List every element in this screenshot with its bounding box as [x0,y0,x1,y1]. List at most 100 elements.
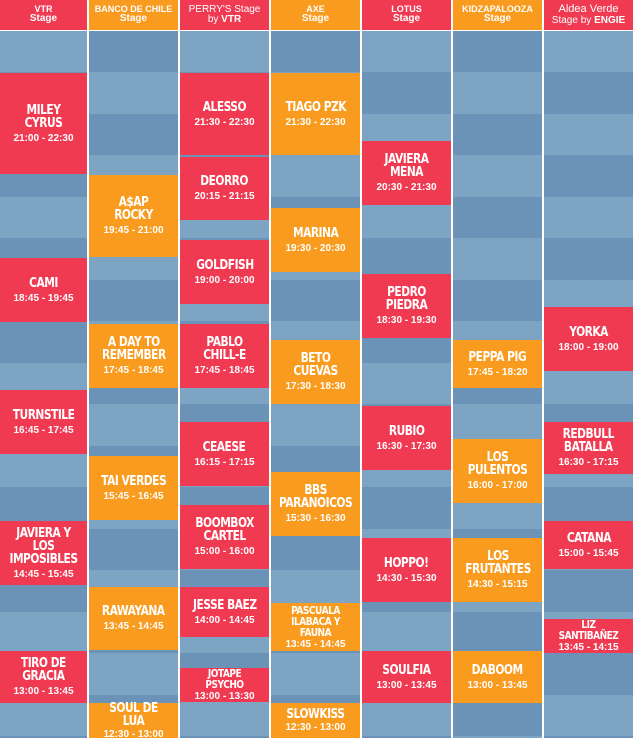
stage-header-perrys: PERRY'S Stage by VTR [180,0,269,30]
act-name: GOLDFISH [195,257,254,273]
act-name: LIZ SANTIBAÑEZ [558,618,619,642]
act-card[interactable]: DEORRO 20:15 - 21:15 [180,157,269,220]
stage-header-aldea-verde: Aldea Verde Stage by ENGIE [544,0,633,30]
act-card[interactable]: REDBULL BATALLA 16:30 - 17:15 [544,422,633,474]
act-card[interactable]: BOOMBOX CARTEL 15:00 - 16:00 [180,505,269,569]
act-time: 14:30 - 15:15 [467,579,528,590]
act-name: PEDRO PIEDRA [385,285,428,313]
act-name: DABOOM [471,662,524,678]
stage-name: LOTUS [391,4,422,15]
stage-suffix: Stage [29,13,58,25]
act-card[interactable]: PABLO CHILL-E 17:45 - 18:45 [180,324,269,388]
act-time: 18:45 - 19:45 [13,292,74,304]
act-time: 14:30 - 15:30 [376,572,437,584]
act-card[interactable]: ALESSO 21:30 - 22:30 [180,73,269,155]
act-time: 21:30 - 22:30 [194,116,255,128]
stage-header-axe: AXE Stage [271,0,360,30]
act-card[interactable]: MILEY CYRUS 21:00 - 22:30 [0,73,87,174]
act-time: 13:45 - 14:45 [285,638,346,650]
act-name: A$AP ROCKY [114,195,153,223]
act-name: HOPPO! [384,555,429,571]
act-name: LOS PULENTOS [467,450,528,478]
stage-header-vtr: VTR Stage [0,0,87,30]
stage-header-kidzapalooza: KIDZAPALOOZA Stage [453,0,542,30]
act-card[interactable]: JAVIERA Y LOS IMPOSIBLES 14:45 - 15:45 [0,521,87,585]
act-time: 16:30 - 17:15 [558,457,619,468]
act-time: 18:30 - 19:30 [376,315,437,326]
act-card[interactable]: TIAGO PZK 21:30 - 22:30 [271,73,360,155]
stage-suffix: Stage [483,13,512,25]
act-card[interactable]: BETO CUEVAS 17:30 - 18:30 [271,340,360,404]
act-card[interactable]: PEDRO PIEDRA 18:30 - 19:30 [362,274,451,338]
act-time: 19:00 - 20:00 [194,274,255,286]
act-time: 16:00 - 17:00 [467,480,528,491]
act-card[interactable]: YORKA 18:00 - 19:00 [544,307,633,371]
act-name: JOTAPE PSYCHO [205,667,244,691]
act-time: 12:30 - 13:00 [285,722,346,733]
stage-header-banco-de-chile: BANCO DE CHILE Stage [89,0,178,30]
act-time: 15:45 - 16:45 [103,490,164,502]
act-name: MARINA [292,225,339,241]
act-card[interactable]: RAWAYANA 13:45 - 14:45 [89,587,178,650]
act-time: 17:45 - 18:45 [103,365,164,376]
stage-suffix: Stage [392,13,421,25]
act-card[interactable]: JESSE BAEZ 14:00 - 14:45 [180,587,269,637]
act-card[interactable]: HOPPO! 14:30 - 15:30 [362,538,451,602]
act-name: A DAY TO REMEMBER [101,335,166,363]
act-name: CAMI [29,275,58,291]
act-time: 17:45 - 18:45 [194,365,255,376]
act-card[interactable]: CEAESE 16:15 - 17:15 [180,422,269,486]
stage-name: KIDZAPALOOZA [462,4,533,15]
act-card[interactable]: CAMI 18:45 - 19:45 [0,258,87,322]
stage-header-lotus: LOTUS Stage [362,0,451,30]
act-name: YORKA [569,324,608,340]
stage-suffix: Stage [119,13,148,25]
stage-name: Aldea Verde [558,2,619,15]
act-card[interactable]: LIZ SANTIBAÑEZ 13:45 - 14:15 [544,619,633,653]
act-time: 12:30 - 13:00 [103,728,164,740]
act-card[interactable]: A DAY TO REMEMBER 17:45 - 18:45 [89,324,178,388]
act-card[interactable]: SOUL DE LUA 12:30 - 13:00 [89,702,178,740]
act-card[interactable]: LOS PULENTOS 16:00 - 17:00 [453,439,542,503]
act-time: 15:00 - 16:00 [194,546,255,557]
act-card[interactable]: LOS FRUTANTES 14:30 - 15:15 [453,538,542,602]
act-card[interactable]: SLOWKISS 12:30 - 13:00 [271,703,360,738]
act-name: ALESSO [202,99,247,115]
act-card[interactable]: JOTAPE PSYCHO 13:00 - 13:30 [180,668,269,702]
act-name: JAVIERA MENA [384,152,429,180]
act-card[interactable]: PASCUALA ILABACA Y FAUNA 13:45 - 14:45 [271,603,360,651]
act-card[interactable]: DABOOM 13:00 - 13:45 [453,651,542,703]
act-time: 16:45 - 17:45 [13,424,74,436]
act-card[interactable]: GOLDFISH 19:00 - 20:00 [180,240,269,304]
act-card[interactable]: BBS PARANOICOS 15:30 - 16:30 [271,472,360,536]
act-time: 20:30 - 21:30 [376,182,437,193]
act-name: PASCUALA ILABACA Y FAUNA [291,603,340,639]
act-time: 17:30 - 18:30 [285,381,346,392]
act-name: TIRO DE GRACIA [21,656,66,684]
act-time: 13:45 - 14:15 [558,642,619,653]
act-time: 15:00 - 15:45 [558,547,619,559]
act-card[interactable]: JAVIERA MENA 20:30 - 21:30 [362,141,451,205]
act-time: 14:00 - 14:45 [194,614,255,626]
act-card[interactable]: RUBIO 16:30 - 17:30 [362,406,451,470]
act-card[interactable]: PEPPA PIG 17:45 - 18:20 [453,340,542,388]
act-card[interactable]: SOULFIA 13:00 - 13:45 [362,651,451,703]
stage-name: VTR [34,4,53,15]
act-card[interactable]: TAI VERDES 15:45 - 16:45 [89,456,178,520]
act-card[interactable]: MARINA 19:30 - 20:30 [271,208,360,272]
act-name: JESSE BAEZ [192,597,257,613]
act-time: 18:00 - 19:00 [558,341,619,353]
act-time: 21:00 - 22:30 [13,132,74,144]
act-card[interactable]: TIRO DE GRACIA 13:00 - 13:45 [0,651,87,703]
act-card[interactable]: CATANA 15:00 - 15:45 [544,521,633,569]
stage-name: BANCO DE CHILE [94,4,173,15]
act-time: 16:15 - 17:15 [194,456,255,468]
act-name: CATANA [566,530,611,546]
stage-suffix: Stage by ENGIE [551,14,626,26]
act-time: 15:30 - 16:30 [285,513,346,524]
stage-name: PERRY'S Stage [188,3,261,15]
act-time: 14:45 - 15:45 [13,568,74,580]
act-card[interactable]: A$AP ROCKY 19:45 - 21:00 [89,175,178,257]
act-card[interactable]: TURNSTILE 16:45 - 17:45 [0,390,87,454]
